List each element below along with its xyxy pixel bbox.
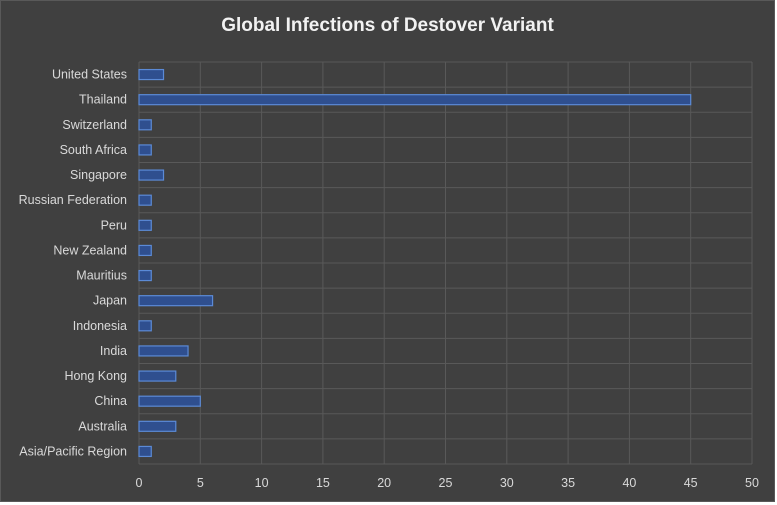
x-tick-label-4: 20 (377, 476, 391, 490)
category-label-0: United States (52, 68, 127, 82)
x-tick-label-0: 0 (136, 476, 143, 490)
category-label-12: Hong Kong (64, 369, 127, 383)
bar-8 (138, 269, 152, 282)
bar-15 (138, 445, 152, 458)
category-label-10: Indonesia (73, 319, 127, 333)
bar-1 (138, 94, 692, 106)
category-label-4: Singapore (70, 168, 127, 182)
x-tick-label-7: 35 (561, 476, 575, 490)
category-label-2: Switzerland (62, 118, 127, 132)
x-tick-label-5: 25 (439, 476, 453, 490)
x-tick-label-1: 5 (197, 476, 204, 490)
bar-4 (138, 169, 165, 181)
category-label-8: Mauritius (76, 269, 127, 283)
x-tick-label-6: 30 (500, 476, 514, 490)
x-tick-label-3: 15 (316, 476, 330, 490)
bar-14 (138, 420, 177, 432)
bar-7 (138, 244, 152, 257)
bar-6 (138, 219, 152, 231)
bar-13 (138, 395, 201, 407)
bar-3 (138, 144, 152, 156)
category-label-14: Australia (78, 419, 127, 433)
category-label-15: Asia/Pacific Region (19, 444, 127, 458)
x-tick-label-9: 45 (684, 476, 698, 490)
x-tick-label-2: 10 (255, 476, 269, 490)
bar-0 (138, 68, 165, 81)
bar-12 (138, 370, 177, 382)
x-tick-label-8: 40 (622, 476, 636, 490)
category-label-7: New Zealand (53, 243, 127, 257)
category-label-6: Peru (101, 218, 127, 232)
x-tick-label-10: 50 (745, 476, 759, 490)
bar-10 (138, 320, 152, 332)
chart-title: Global Infections of Destover Variant (221, 15, 554, 36)
bar-5 (138, 194, 152, 206)
category-label-9: Japan (93, 294, 127, 308)
bar-11 (138, 345, 189, 357)
category-label-13: China (94, 394, 127, 408)
category-label-5: Russian Federation (19, 193, 127, 207)
bar-9 (138, 295, 214, 307)
bar-2 (138, 119, 152, 131)
category-label-11: India (100, 344, 127, 358)
category-label-3: South Africa (60, 143, 127, 157)
category-label-1: Thailand (79, 93, 127, 107)
